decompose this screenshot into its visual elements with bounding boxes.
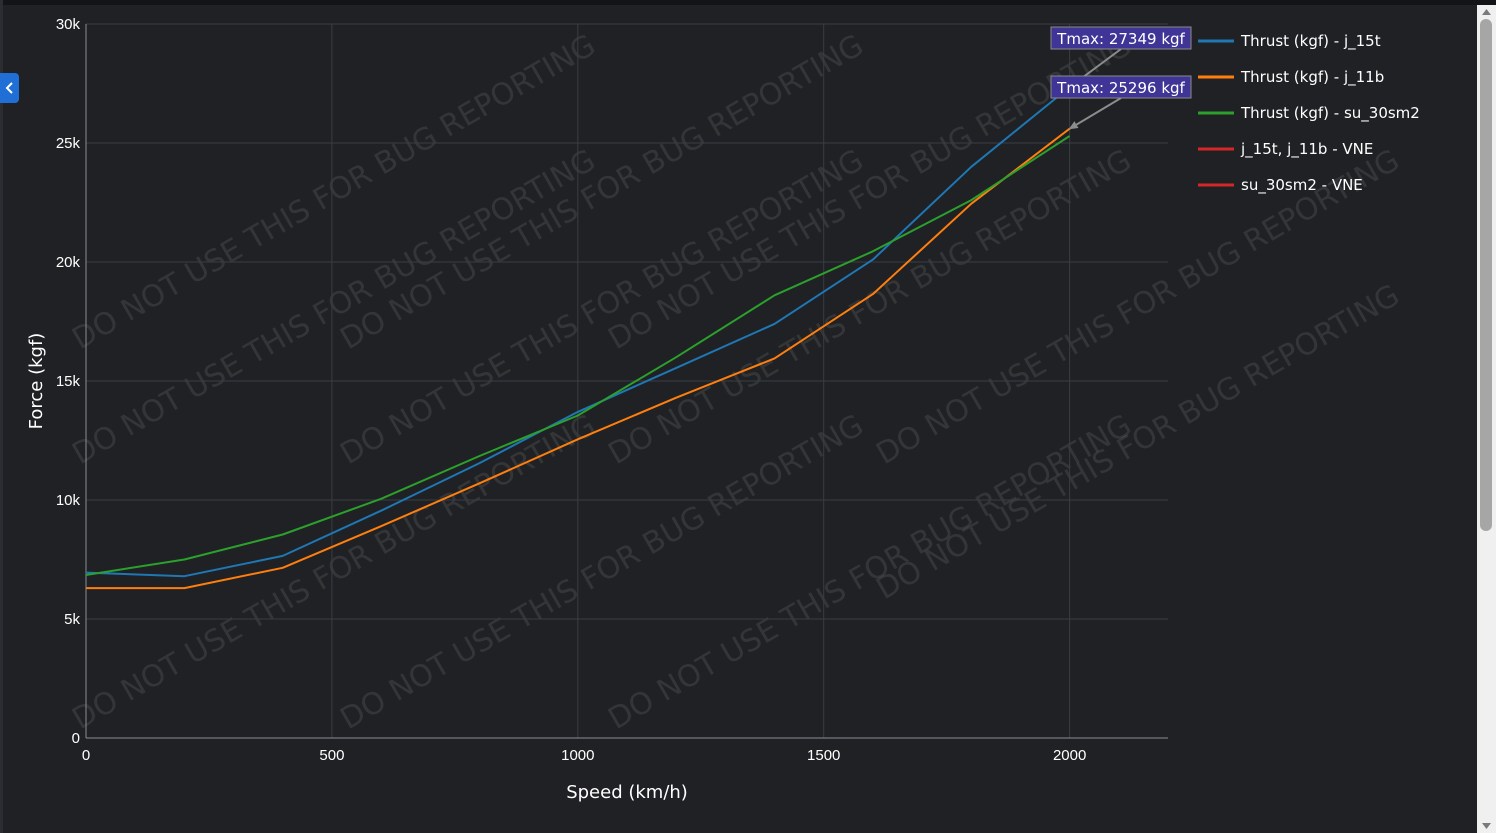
scroll-down-arrow[interactable]: [1477, 819, 1496, 833]
axes: 0 500 1000 1500 2000 0 5k 10k 15k 20k 25k 30k: [56, 16, 1168, 764]
annotation-box: [1050, 26, 1192, 50]
x-tick-label: 2000: [1053, 747, 1086, 764]
watermark-text: DO NOT USE THIS FOR BUG REPORTING: [67, 408, 602, 737]
annotation-box: [1050, 75, 1192, 99]
series-layer: [85, 86, 1071, 590]
legend-entry: j_15t, j_11b - VNE: [1240, 140, 1373, 159]
annotation-arrow: [1068, 97, 1122, 130]
legend-entry: Thrust (kgf) - su_30sm2: [1240, 104, 1420, 123]
grid-lines: [86, 23, 1168, 738]
x-tick-label: 1500: [807, 747, 840, 764]
annotation-layer: Tmax: 27349 kgf Tmax: 25296 kgf: [1050, 26, 1192, 130]
left-panel-edge: [0, 0, 3, 833]
legend-entry: Thrust (kgf) - j_15t: [1240, 32, 1381, 51]
legend-entry: Thrust (kgf) - j_11b: [1240, 68, 1384, 87]
x-axis-title: Speed (km/h): [566, 782, 688, 803]
collapse-sidebar-button[interactable]: [0, 73, 19, 103]
y-tick-label: 10k: [56, 492, 81, 509]
vertical-scrollbar[interactable]: [1477, 5, 1496, 833]
annotation-text: Tmax: 27349 kgf: [1056, 30, 1185, 48]
legend-entry: su_30sm2 - VNE: [1241, 176, 1363, 195]
x-tick-label: 500: [319, 747, 344, 764]
scroll-thumb[interactable]: [1480, 19, 1492, 531]
y-tick-label: 20k: [56, 254, 81, 271]
annotation-text: Tmax: 25296 kgf: [1056, 79, 1185, 97]
chevron-left-icon: [5, 82, 13, 94]
triangle-down-icon: [1482, 823, 1491, 829]
series-line: [86, 127, 1071, 590]
watermark-text: DO NOT USE THIS FOR BUG REPORTING: [335, 408, 870, 737]
triangle-up-icon: [1482, 9, 1491, 15]
series-line: [85, 86, 1071, 578]
y-tick-label: 15k: [56, 373, 81, 390]
y-axis-title: Force (kgf): [26, 333, 47, 430]
x-tick-label: 1000: [561, 747, 594, 764]
watermark-text: DO NOT USE THIS FOR BUG REPORTING: [603, 408, 1138, 737]
top-bar: [0, 0, 1496, 5]
y-tick-label: 25k: [56, 135, 81, 152]
series-line: [85, 135, 1071, 576]
y-tick-label: 30k: [56, 16, 81, 33]
scroll-up-arrow[interactable]: [1477, 5, 1496, 19]
y-tick-label: 0: [72, 730, 80, 747]
x-tick-label: 0: [82, 747, 90, 764]
legend: Thrust (kgf) - j_15t Thrust (kgf) - j_11b…: [1198, 32, 1420, 195]
y-tick-label: 5k: [64, 611, 80, 628]
